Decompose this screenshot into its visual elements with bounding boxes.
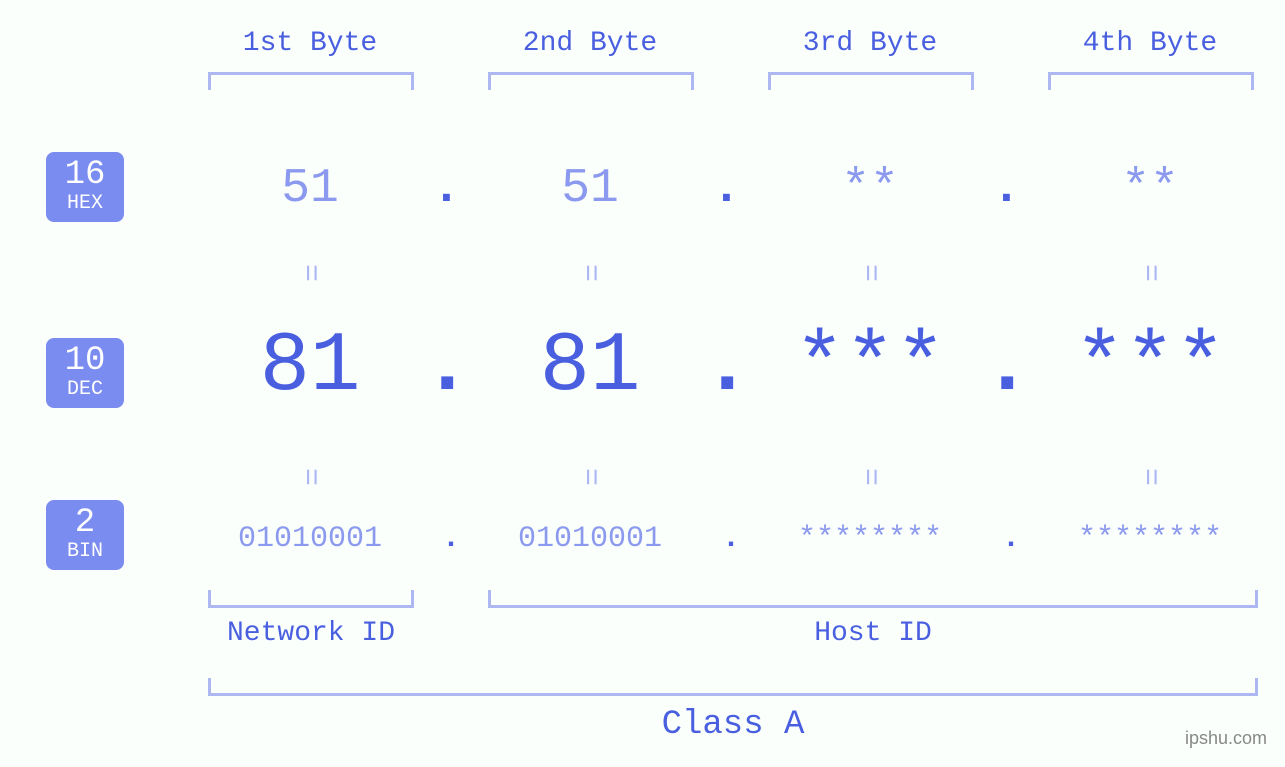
- hex-byte-1: 51: [180, 162, 440, 216]
- base-num-bin: 2: [58, 506, 112, 540]
- base-txt-bin: BIN: [58, 542, 112, 562]
- base-badge-dec: 10 DEC: [46, 338, 124, 408]
- base-badge-hex: 16 HEX: [46, 152, 124, 222]
- equals-2-1: =: [292, 468, 326, 486]
- dec-byte-3: ***: [740, 320, 1000, 415]
- hex-dot-3: .: [992, 162, 1021, 216]
- network-id-label: Network ID: [208, 618, 414, 649]
- dec-byte-1: 81: [180, 320, 440, 415]
- host-bracket: [488, 590, 1258, 608]
- base-txt-hex: HEX: [58, 194, 112, 214]
- bin-byte-4: ********: [1020, 522, 1280, 556]
- ip-diagram: 1st Byte 2nd Byte 3rd Byte 4th Byte 16 H…: [0, 0, 1285, 767]
- base-num-hex: 16: [58, 158, 112, 192]
- equals-1-2: =: [572, 264, 606, 282]
- dec-byte-2: 81: [460, 320, 720, 415]
- hex-byte-2: 51: [460, 162, 720, 216]
- equals-1-1: =: [292, 264, 326, 282]
- top-bracket-4: [1048, 72, 1254, 90]
- bin-byte-3: ********: [740, 522, 1000, 556]
- top-bracket-2: [488, 72, 694, 90]
- bin-byte-1: 01010001: [180, 522, 440, 556]
- equals-1-3: =: [852, 264, 886, 282]
- bin-dot-1: .: [442, 522, 460, 556]
- watermark: ipshu.com: [1185, 728, 1267, 749]
- byte-header-2: 2nd Byte: [510, 28, 670, 59]
- equals-2-2: =: [572, 468, 606, 486]
- byte-header-3: 3rd Byte: [790, 28, 950, 59]
- host-id-label: Host ID: [488, 618, 1258, 649]
- hex-dot-1: .: [432, 162, 461, 216]
- byte-header-4: 4th Byte: [1070, 28, 1230, 59]
- base-num-dec: 10: [58, 344, 112, 378]
- bin-dot-2: .: [722, 522, 740, 556]
- top-bracket-3: [768, 72, 974, 90]
- bin-byte-2: 01010001: [460, 522, 720, 556]
- base-badge-bin: 2 BIN: [46, 500, 124, 570]
- hex-dot-2: .: [712, 162, 741, 216]
- hex-byte-4: **: [1020, 162, 1280, 216]
- byte-header-1: 1st Byte: [230, 28, 390, 59]
- equals-1-4: =: [1132, 264, 1166, 282]
- equals-2-4: =: [1132, 468, 1166, 486]
- network-bracket: [208, 590, 414, 608]
- base-txt-dec: DEC: [58, 380, 112, 400]
- hex-byte-3: **: [740, 162, 1000, 216]
- dec-byte-4: ***: [1020, 320, 1280, 415]
- class-bracket: [208, 678, 1258, 696]
- top-bracket-1: [208, 72, 414, 90]
- class-label: Class A: [208, 706, 1258, 744]
- bin-dot-3: .: [1002, 522, 1020, 556]
- equals-2-3: =: [852, 468, 886, 486]
